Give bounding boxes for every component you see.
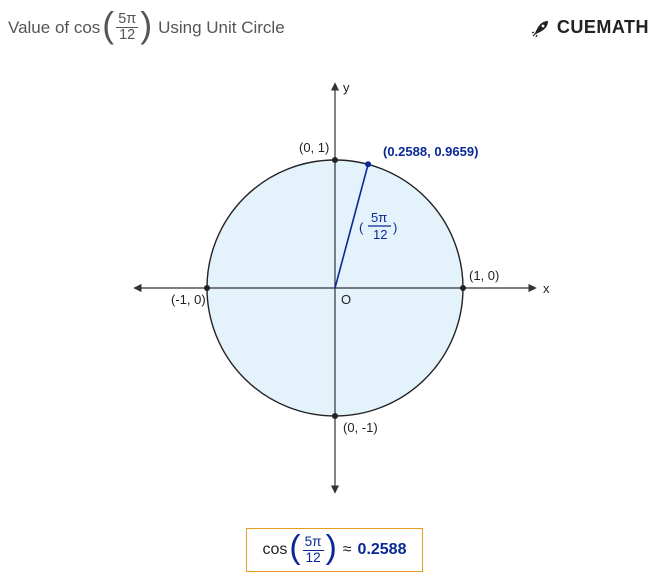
result-paren-left: ( [289, 535, 300, 562]
axis-point [204, 285, 210, 291]
axis-point [332, 413, 338, 419]
y-axis-label: y [343, 80, 350, 95]
x-axis-label: x [543, 281, 550, 296]
angle-frac-num: 5π [371, 210, 387, 225]
title-suffix: Using Unit Circle [158, 18, 285, 38]
angle-frac-den: 12 [373, 227, 387, 242]
result-paren-right: ) [326, 535, 337, 562]
result-numerator: 5π [303, 535, 324, 550]
paren-right: ) [140, 11, 152, 40]
axis-point-label: (0, 1) [299, 140, 329, 155]
title-prefix: Value of cos [8, 18, 100, 38]
paren-left: ( [102, 11, 114, 40]
angle-paren-right: ) [393, 220, 397, 235]
result-box: cos ( 5π 12 ) ≈ 0.2588 [246, 528, 424, 572]
origin-label: O [341, 292, 351, 307]
page-title: Value of cos ( 5π 12 ) Using Unit Circle [8, 12, 285, 43]
axis-point [460, 285, 466, 291]
title-angle-numerator: 5π [116, 12, 138, 28]
header: Value of cos ( 5π 12 ) Using Unit Circle… [0, 0, 669, 43]
result-value: 0.2588 [358, 541, 407, 559]
title-angle-denominator: 12 [117, 28, 137, 43]
axis-point-label: (0, -1) [343, 420, 378, 435]
chart-svg: xyO(1, 0)(-1, 0)(0, 1)(0, -1)(0.2588, 0.… [125, 78, 545, 498]
angle-point [365, 161, 371, 167]
result-fraction: 5π 12 [303, 535, 324, 565]
result-denominator: 12 [304, 551, 323, 565]
axis-point-label: (1, 0) [469, 268, 499, 283]
result-fn: cos [263, 541, 288, 559]
brand-logo: CUEMATH [531, 17, 649, 38]
axis-point [332, 157, 338, 163]
angle-point-label: (0.2588, 0.9659) [383, 144, 478, 159]
unit-circle-chart: xyO(1, 0)(-1, 0)(0, 1)(0, -1)(0.2588, 0.… [125, 78, 545, 498]
approx-symbol: ≈ [343, 541, 352, 559]
rocket-icon [531, 18, 551, 38]
brand-text: CUEMATH [557, 17, 649, 38]
axis-point-label: (-1, 0) [171, 292, 206, 307]
angle-paren-left: ( [359, 220, 364, 235]
title-angle-fraction: 5π 12 [116, 12, 138, 43]
